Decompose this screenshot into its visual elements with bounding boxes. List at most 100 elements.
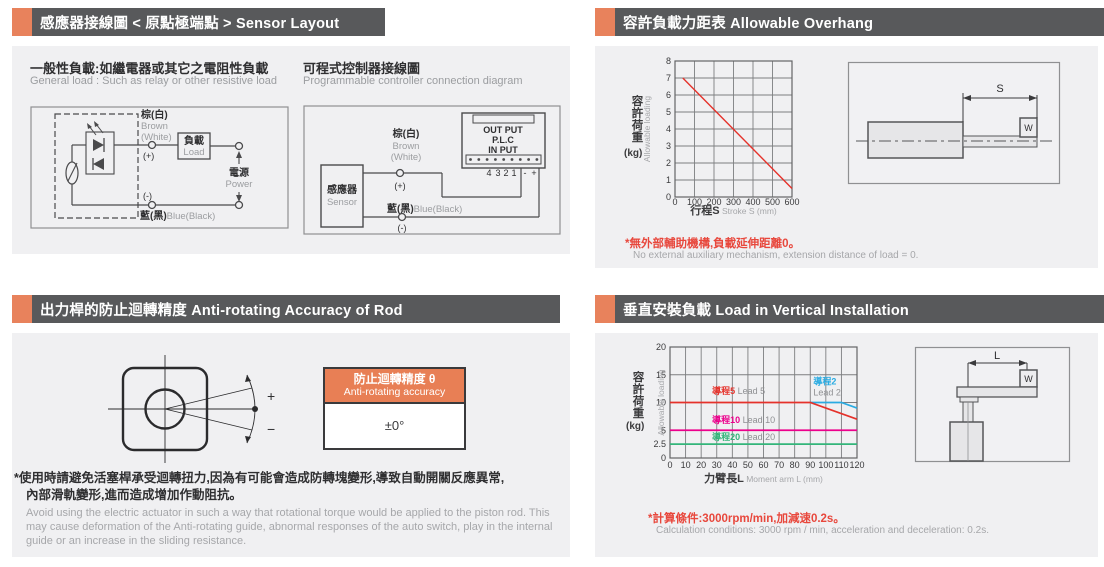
- svg-text:導程5 Lead 5: 導程5 Lead 5: [712, 385, 765, 396]
- svg-text:0: 0: [661, 453, 666, 463]
- diagram-border: [914, 346, 1071, 463]
- led-diode-symbol: [85, 121, 115, 175]
- svg-text:+: +: [531, 168, 536, 178]
- svg-text:80: 80: [790, 460, 800, 470]
- antirotate-note-en: Avoid using the electric actuator in suc…: [26, 507, 553, 547]
- power-label-en: Power: [226, 179, 253, 190]
- brown-wire-label-zh: 棕(白): [140, 108, 168, 121]
- overhang-note-en: No external auxiliary mechanism, extensi…: [633, 250, 919, 261]
- svg-text:500: 500: [765, 197, 780, 207]
- wires: [363, 168, 540, 218]
- overhang-chart-ylabel-unit: (kg): [624, 148, 643, 159]
- antirotate-accuracy-table: 防止迴轉精度 θ Anti-rotating accuracy ±0°: [323, 367, 466, 450]
- overhang-note-zh: *無外部輔助機構,負載延伸距離0。: [625, 238, 801, 250]
- svg-text:300: 300: [726, 197, 741, 207]
- terminal-minus: [397, 212, 407, 222]
- svg-text:Allowable loading: Allowable loading: [656, 369, 666, 435]
- terminal-plus: [395, 168, 405, 178]
- plus-label: (+): [394, 181, 405, 191]
- svg-text:Lead 2: Lead 2: [813, 387, 841, 397]
- svg-text:7: 7: [666, 73, 671, 83]
- section-title-text: 感應器接線圖 < 原點極端點 > Sensor Layout: [40, 15, 340, 32]
- vertical-installation-diagram: L W: [914, 346, 1071, 463]
- svg-text:2: 2: [503, 168, 508, 178]
- rod-flange: [959, 396, 979, 403]
- dimension-l: [967, 360, 1028, 388]
- table-value: ±0°: [384, 418, 405, 433]
- antirotate-note-zh-line1: *使用時請避免活塞桿承受迴轉扭力,因為有可能會造成防轉塊變形,導致自動開關反應異…: [14, 471, 505, 485]
- cylinder-body: [949, 421, 984, 462]
- brown-wire-label-en2: (White): [391, 152, 422, 163]
- weight-label: W: [1024, 123, 1033, 133]
- terminal-minus: [147, 200, 157, 210]
- svg-text:100: 100: [818, 460, 833, 470]
- plc-input-label: IN PUT: [488, 145, 518, 155]
- sensor-box: [320, 164, 364, 228]
- general-load-heading-en: General load : Such as relay or other re…: [30, 75, 278, 87]
- svg-text:10: 10: [681, 460, 691, 470]
- vertical-note-zh: *計算條件:3000rpm/min,加減速0.2s。: [648, 513, 845, 525]
- accent-block: [595, 295, 615, 323]
- section-title-allowable-overhang: 容許負載力距表 Allowable Overhang: [595, 8, 1104, 36]
- antirotate-diagram: + −: [108, 355, 275, 463]
- svg-text:0: 0: [667, 460, 672, 470]
- svg-text:導程20 Lead 20: 導程20 Lead 20: [712, 431, 775, 442]
- accent-block: [595, 8, 615, 36]
- rotation-fan-lines: [164, 374, 257, 444]
- svg-text:70: 70: [774, 460, 784, 470]
- diagram-border: [30, 106, 289, 229]
- svg-text:5: 5: [666, 107, 671, 117]
- plc-box: [461, 112, 546, 169]
- sensor-label-en: Sensor: [327, 197, 357, 208]
- series-lead-5: [670, 401, 858, 420]
- svg-text:110: 110: [834, 460, 848, 470]
- arm-plate: [956, 386, 1038, 398]
- svg-text:3: 3: [666, 141, 671, 151]
- svg-text:力臂長L Moment arm L (mm): 力臂長L Moment arm L (mm): [704, 471, 823, 485]
- antirotate-panel: + − 防止迴轉精度 θ Anti-rotating accuracy ±0° …: [12, 333, 570, 557]
- series-lead-2: [810, 401, 858, 409]
- svg-text:1: 1: [511, 168, 516, 178]
- section-title-vertical-load: 垂直安裝負載 Load in Vertical Installation: [595, 295, 1104, 323]
- terminal-power-bottom: [234, 200, 244, 210]
- sensor-layout-panel: 一般性負載:如繼電器或其它之電阻性負載 General load : Such …: [12, 46, 570, 254]
- angle-reference-dot: [252, 406, 258, 412]
- svg-text:50: 50: [743, 460, 753, 470]
- svg-text:10: 10: [656, 398, 666, 408]
- svg-text:1: 1: [666, 175, 671, 185]
- weight-label: W: [1024, 374, 1033, 384]
- blue-wire-label: 藍(黑)Blue(Black): [140, 209, 215, 222]
- svg-text:Allowable loading: Allowable loading: [642, 96, 652, 162]
- brown-wire-label-en2: (White): [141, 132, 172, 143]
- power-label-zh: 電源: [229, 166, 249, 179]
- power-arrow: [236, 151, 242, 202]
- antirotate-notes: *使用時請避免活塞桿承受迴轉扭力,因為有可能會造成防轉塊變形,導致自動開關反應異…: [14, 470, 566, 548]
- section-title-text: 容許負載力距表 Allowable Overhang: [623, 15, 874, 32]
- svg-text:-: -: [524, 168, 527, 178]
- wires: [71, 144, 236, 206]
- general-load-wiring-diagram: 負載 Load 棕(白) Brown (White) (+) (-) 電源 Po…: [30, 106, 289, 229]
- svg-text:20: 20: [656, 342, 666, 352]
- svg-text:120: 120: [849, 460, 864, 470]
- terminal-plus: [147, 140, 157, 150]
- switch-symbol: [65, 161, 79, 185]
- sensor-label-zh: 感應器: [327, 183, 358, 196]
- svg-text:100: 100: [687, 197, 702, 207]
- svg-text:行程S Stroke S (mm): 行程S Stroke S (mm): [689, 203, 777, 217]
- vertical-chart-ylabel-zh: 容許荷重: [632, 372, 645, 420]
- accent-block: [12, 8, 32, 36]
- svg-text:導程10 Lead 10: 導程10 Lead 10: [712, 414, 775, 425]
- overhang-chart: 0 100 200 300 400 500 600 0 1 2 3 4 5 6 7 8 行程S Stroke S…: [642, 56, 800, 217]
- load-label-zh: 負載: [184, 134, 204, 147]
- overhang-chart-ylabel-zh: 容許荷重: [631, 96, 644, 144]
- arc-arrowheads: [245, 375, 251, 443]
- accent-block: [12, 295, 32, 323]
- antirotate-note-zh-line2: 內部滑軌變形,進而造成增加作動阻抗。: [26, 488, 242, 502]
- overhang-diagram: W S: [847, 61, 1061, 185]
- sensor-dashed-box: [54, 113, 139, 219]
- section-title-sensor-layout: 感應器接線圖 < 原點極端點 > Sensor Layout: [12, 8, 385, 36]
- weight-box: [1019, 117, 1038, 138]
- svg-text:400: 400: [745, 197, 760, 207]
- svg-text:90: 90: [805, 460, 815, 470]
- svg-text:5: 5: [661, 425, 666, 435]
